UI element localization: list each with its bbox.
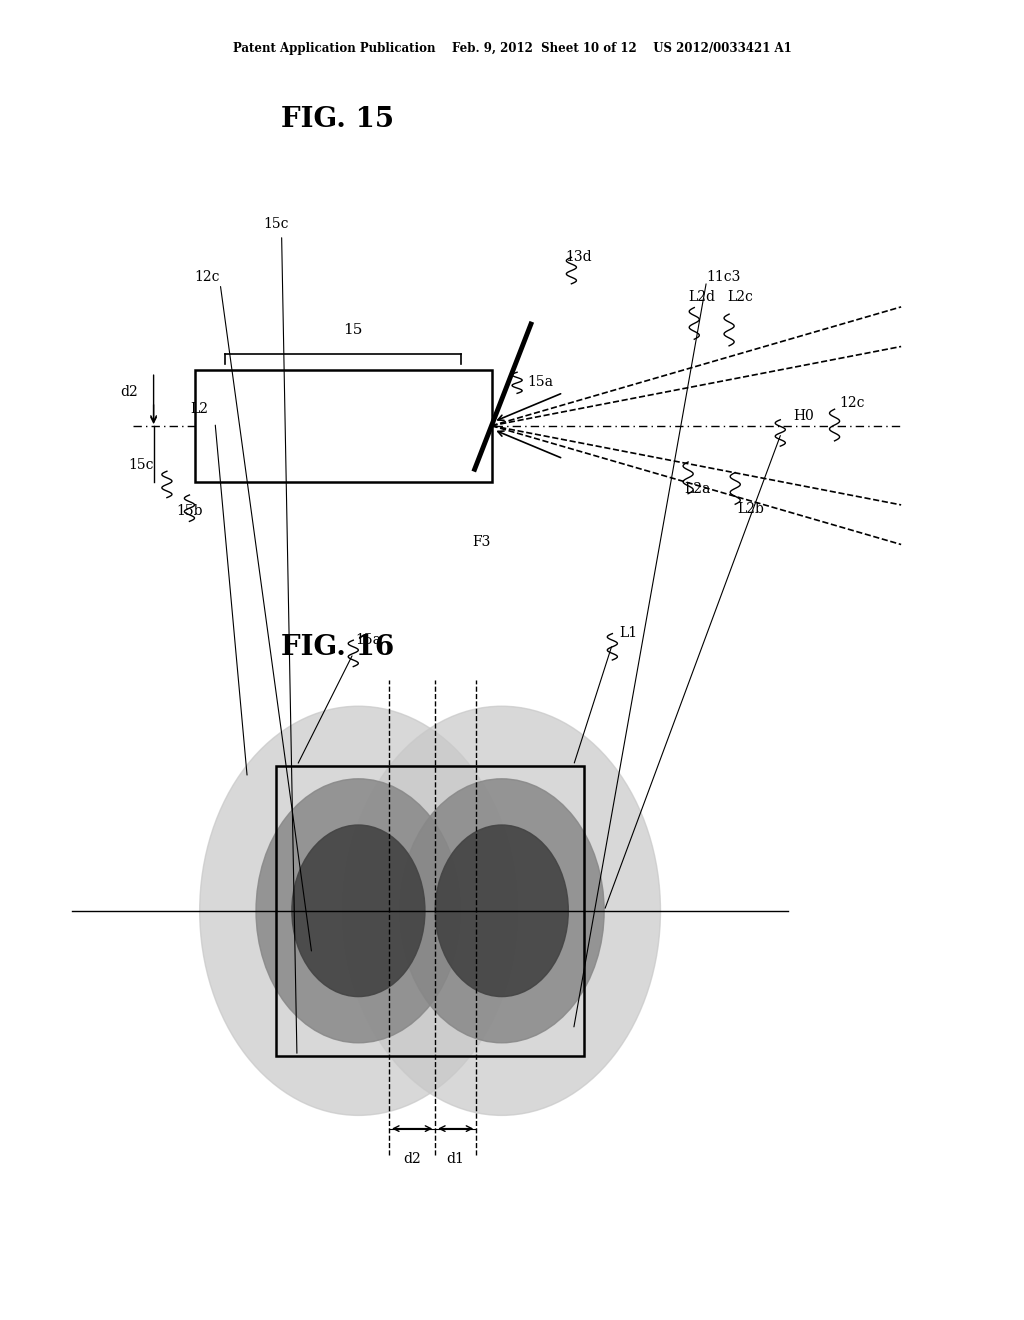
Bar bbox=[195, 370, 492, 482]
Circle shape bbox=[256, 779, 461, 1043]
Text: 15c: 15c bbox=[264, 216, 289, 231]
Circle shape bbox=[200, 706, 517, 1115]
Text: L2d: L2d bbox=[688, 289, 715, 304]
Text: FIG. 15: FIG. 15 bbox=[282, 106, 394, 132]
Text: L1: L1 bbox=[620, 626, 638, 640]
Text: H0: H0 bbox=[794, 409, 814, 422]
Text: 15: 15 bbox=[344, 322, 362, 337]
Text: d1: d1 bbox=[446, 1152, 465, 1167]
Text: 11c3: 11c3 bbox=[707, 271, 741, 284]
Text: d2: d2 bbox=[121, 385, 138, 400]
Text: Patent Application Publication    Feb. 9, 2012  Sheet 10 of 12    US 2012/003342: Patent Application Publication Feb. 9, 2… bbox=[232, 42, 792, 55]
Text: 12c: 12c bbox=[840, 396, 865, 409]
Text: L2c: L2c bbox=[727, 289, 753, 304]
Text: L2a: L2a bbox=[684, 482, 711, 496]
Text: FIG. 16: FIG. 16 bbox=[282, 634, 394, 660]
Text: L2b: L2b bbox=[737, 502, 764, 516]
Text: 15b: 15b bbox=[176, 504, 203, 519]
Bar bbox=[276, 766, 584, 1056]
Circle shape bbox=[399, 779, 604, 1043]
Circle shape bbox=[343, 706, 660, 1115]
Circle shape bbox=[435, 825, 568, 997]
Text: L2: L2 bbox=[190, 401, 209, 416]
Text: 15a: 15a bbox=[355, 632, 382, 647]
Circle shape bbox=[292, 825, 425, 997]
Text: 12c: 12c bbox=[195, 271, 220, 284]
Text: d2: d2 bbox=[403, 1152, 421, 1167]
Text: 15c: 15c bbox=[129, 458, 154, 471]
Text: 15a: 15a bbox=[527, 375, 553, 389]
Text: 13d: 13d bbox=[565, 249, 592, 264]
Text: F3: F3 bbox=[472, 535, 490, 549]
